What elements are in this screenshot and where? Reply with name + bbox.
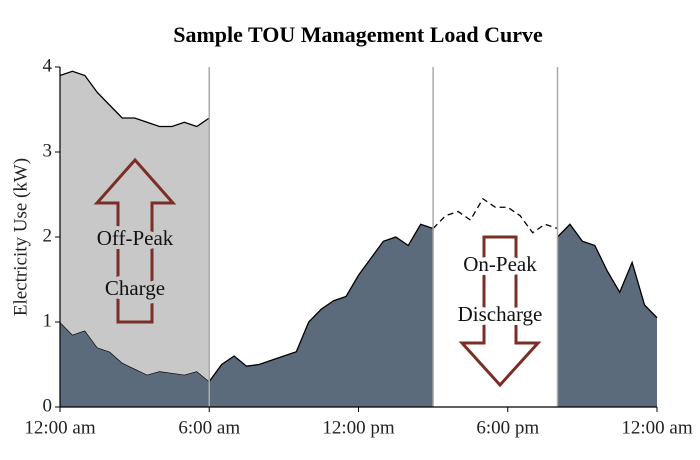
annotations: Off-Peak Charge On-Peak Discharge	[93, 157, 546, 388]
x-tick-label: 6:00 pm	[476, 417, 539, 438]
x-tick-label: 12:00 am	[24, 417, 95, 438]
annotation: Charge	[105, 276, 165, 300]
y-tick-label: 3	[43, 140, 53, 161]
line	[59, 70, 210, 128]
area	[60, 71, 210, 382]
y-axis-label: Electricity Use (kW)	[10, 158, 31, 316]
annotation: On-Peak	[463, 252, 537, 276]
area	[557, 224, 657, 407]
chart-title: Sample TOU Management Load Curve	[173, 22, 543, 47]
area	[60, 224, 434, 407]
x-tick-label: 12:00 pm	[322, 417, 395, 438]
y-tick-label: 4	[43, 55, 53, 76]
line	[557, 223, 658, 319]
annotation: Off-Peak	[97, 226, 174, 250]
charge-arrow	[93, 157, 177, 324]
line	[432, 197, 558, 234]
y-tick-label: 2	[43, 225, 53, 246]
x-tick-label: 12:00 am	[621, 417, 692, 438]
annotation: Discharge	[458, 302, 543, 326]
x-tick-label: 6:00 am	[178, 417, 240, 438]
y-tick-label: 0	[43, 395, 53, 416]
plot-area: 0 1 2 3 4 12:00 am 6:00 am 12:00 pm 6:00 pm 12:00…	[24, 55, 692, 438]
discharge-arrow	[458, 235, 542, 388]
y-tick-label: 1	[43, 310, 53, 331]
